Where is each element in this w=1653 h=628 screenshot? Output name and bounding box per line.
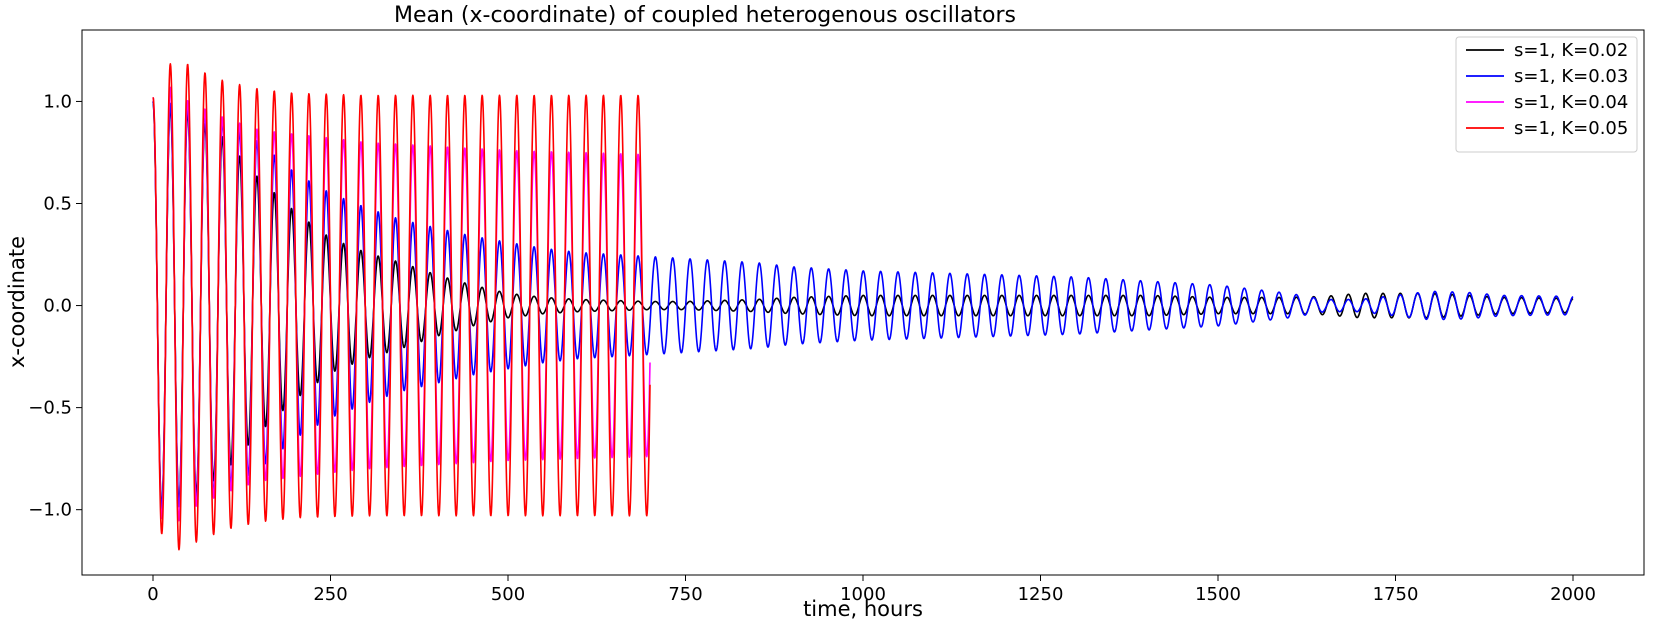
y-axis: −1.0 −0.5 0.0 0.5 1.0 (28, 91, 82, 521)
x-tick-label: 1250 (1018, 584, 1064, 605)
x-tick-label: 1000 (840, 584, 886, 605)
y-tick-label: 1.0 (43, 91, 72, 112)
series-line-4 (152, 63, 651, 551)
chart-title: Mean (x-coordinate) of coupled heterogen… (394, 3, 1016, 28)
y-tick-label: 0.5 (43, 194, 72, 215)
x-tick-label: 750 (668, 584, 702, 605)
legend-items: s=1, K=0.02 s=1, K=0.03 s=1, K=0.04 s=1, K=… (1466, 40, 1628, 139)
y-tick-label: −0.5 (28, 398, 72, 419)
x-tick-label: 0 (147, 584, 158, 605)
x-axis-label: time, hours (803, 597, 923, 621)
x-tick-label: 2000 (1550, 584, 1596, 605)
legend-box (1455, 36, 1638, 153)
x-tick-label: 1750 (1373, 584, 1419, 605)
x-tick-label: 250 (313, 584, 347, 605)
y-tick-label: 0.0 (43, 296, 72, 317)
legend-label: s=1, K=0.04 (1514, 92, 1628, 113)
legend-label: s=1, K=0.03 (1514, 66, 1628, 87)
x-tick-label: 1500 (1195, 584, 1241, 605)
y-axis-label: x-coordinate (5, 236, 29, 368)
legend: s=1, K=0.02 s=1, K=0.03 s=1, K=0.04 s=1, K=… (1455, 36, 1638, 153)
x-tick-label: 500 (491, 584, 525, 605)
legend-label: s=1, K=0.02 (1514, 40, 1628, 61)
x-axis: 0 250 500 750 1000 1250 1500 1750 2000 (147, 575, 1596, 605)
legend-label: s=1, K=0.05 (1514, 118, 1628, 139)
series-layer (152, 63, 1574, 551)
y-tick-label: −1.0 (28, 500, 72, 521)
